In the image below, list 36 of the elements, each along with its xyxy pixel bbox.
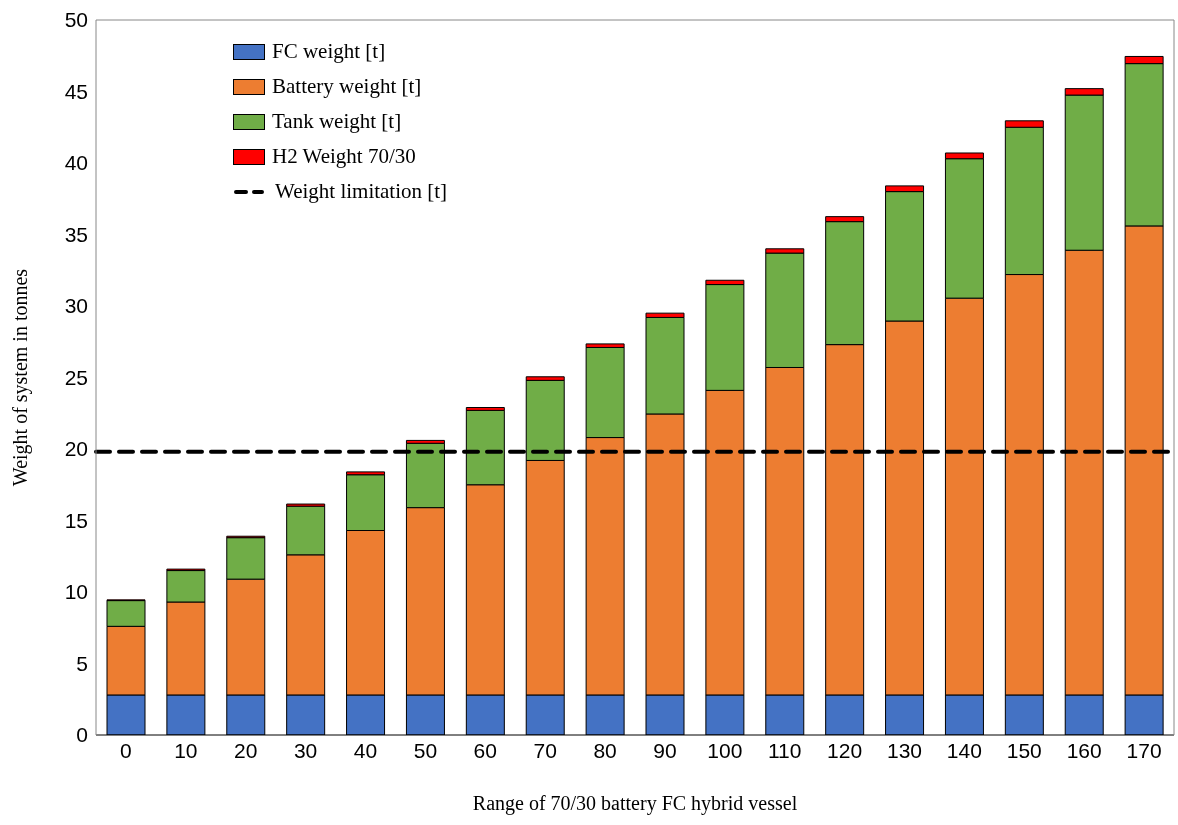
x-tick-label: 90 [653,738,677,762]
y-axis-title: Weight of system in tonnes [9,268,33,487]
x-tick-label: 150 [1006,738,1042,762]
x-tick-label: 40 [353,738,378,762]
x-tick-label: 130 [886,738,923,762]
y-tick-label: 50 [64,8,88,32]
legend-label: FC weight [t] [272,38,386,65]
legend-label: Weight limitation [t] [275,178,448,205]
x-tick-label: 70 [533,738,557,762]
x-tick-label: 110 [767,738,802,762]
x-tick-label: 80 [593,738,617,762]
legend-label: Battery weight [t] [272,73,422,100]
x-tick-label: 0 [120,738,132,762]
x-tick-label: 10 [174,738,198,762]
y-tick-label: 30 [64,294,88,318]
x-tick-label: 140 [946,738,982,762]
x-tick-label: 30 [293,738,318,762]
x-tick-label: 50 [413,738,438,762]
y-tick-label: 35 [64,222,88,246]
x-tick-label: 20 [234,738,258,762]
x-axis-title: Range of 70/30 battery FC hybrid vessel [472,792,798,815]
legend-label: H2 Weight 70/30 [272,143,416,170]
x-tick-label: 120 [827,738,863,762]
y-tick-label: 0 [76,723,88,747]
y-tick-label: 25 [64,365,88,389]
x-tick-label: 170 [1126,738,1162,762]
y-tick-label: 40 [64,151,88,175]
x-tick-label: 60 [473,738,497,762]
y-tick-label: 20 [64,437,88,461]
y-tick-label: 15 [64,508,88,532]
y-tick-label: 5 [76,651,88,675]
y-tick-label: 45 [64,79,88,103]
x-tick-label: 160 [1066,738,1102,762]
legend-label: Tank weight [t] [272,108,402,135]
x-tick-label: 100 [707,738,743,762]
y-tick-label: 10 [64,580,88,604]
